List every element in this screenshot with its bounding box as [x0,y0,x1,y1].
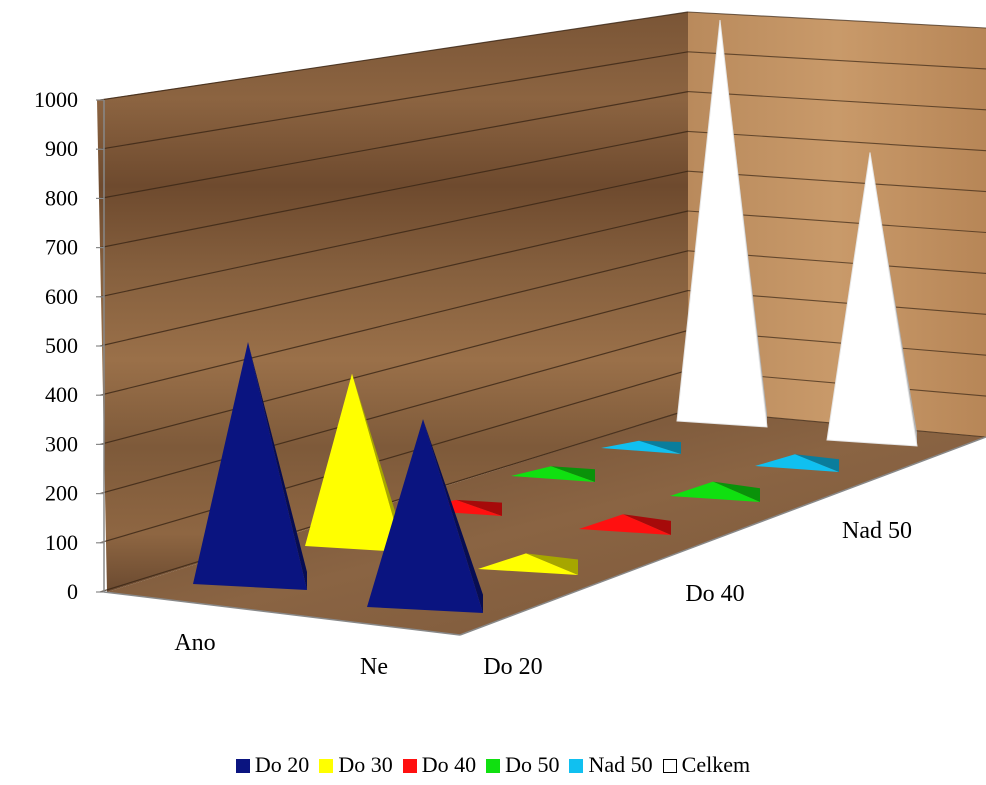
pyramid-front-face [755,454,839,472]
pyramid-do-30-ano [305,373,403,552]
y-tick-label-1: 100 [45,530,78,555]
pyramid-front-face [601,440,681,454]
x-category-label-0: Ano [174,630,215,656]
pyramid-front-face [511,466,595,482]
gridline-9 [99,51,689,150]
y-tick-label-9: 900 [45,136,78,161]
pyramid-front-face [414,499,502,516]
pyramid-front-face [670,481,760,502]
legend-label-0: Do 20 [254,752,310,777]
legend-item-2: Do 40 [402,752,477,778]
side-gridline-9 [687,51,986,70]
side-gridline-10 [687,11,986,29]
legend-item-4: Nad 50 [569,752,653,778]
chart-marks [193,19,918,613]
pyramid-front-face [826,152,918,447]
gridline-6 [99,170,689,298]
pyramid-front-face [579,514,671,535]
legend-label-4: Nad 50 [588,752,653,777]
pyramid-celkem-ano [676,19,768,428]
legend-label-5: Celkem [681,752,751,777]
pyramid-do-40-ne [579,514,671,535]
pyramid-side-face [713,481,760,502]
y-tick-label-7: 700 [45,235,78,260]
depth-label-0: Do 20 [483,654,542,680]
legend-swatch-5 [662,759,677,773]
legend-item-1: Do 30 [319,752,393,778]
legend-swatch-4 [569,759,584,773]
pyramid-front-face [193,342,307,590]
pyramid-side-face [456,499,502,516]
gridline-0 [99,409,689,593]
gridline-1 [99,369,689,544]
gridline-10 [99,11,689,101]
pyramid-nad-50-ne [755,454,839,472]
depth-axis-line [459,436,986,636]
pyramid-do-40-ano [414,499,502,516]
gridline-4 [99,250,689,396]
pyramid-celkem-ne [826,152,918,447]
depth-label-1: Do 40 [685,581,744,607]
y-tick-label-5: 500 [45,333,78,358]
gridline-3 [99,290,689,445]
y-axis-ticks: 0 100 200 300 400 500 600 700 800 900 1000 [34,87,104,604]
chart-legend: Do 20 Do 30 Do 40 Do 50 Nad 50 Celkem [0,752,986,780]
y-tick-label-2: 200 [45,481,78,506]
legend-item-5: Celkem [662,752,751,778]
pyramid-front-face [676,19,768,428]
pyramid-do-20-ne [367,419,483,613]
pyramid-do-50-ano [511,466,595,482]
pyramid-do-30-ne [478,553,578,575]
pyramid-do-50-ne [670,481,760,502]
pyramid-front-face [367,419,483,613]
category-labels: Ano Ne Do 20 Do 40 Nad 50 [174,518,912,680]
legend-item-3: Do 50 [486,752,559,778]
gridline-7 [99,130,689,249]
gridline-8 [99,91,689,199]
gridline-5 [99,210,689,347]
side-gridline-8 [687,91,986,111]
legend-label-1: Do 30 [338,752,393,777]
gridline-2 [99,329,689,495]
legend-swatch-2 [402,759,417,773]
legend-label-2: Do 40 [421,752,477,777]
legend-swatch-0 [235,759,250,773]
y-tick-label-8: 800 [45,185,78,210]
legend-item-0: Do 20 [235,752,310,778]
y-tick-label-4: 400 [45,382,78,407]
side-wall [688,12,986,437]
y-tick-label-6: 600 [45,284,78,309]
pyramid-do-20-ano [193,342,307,590]
y-tick-label-10: 1000 [34,87,78,112]
legend-swatch-1 [319,759,334,773]
depth-label-2: Nad 50 [842,518,912,544]
pyramid-side-face [352,373,403,552]
legend-swatch-3 [486,759,501,773]
pyramid-front-face [478,553,578,575]
legend-label-3: Do 50 [505,752,560,777]
side-gridline-7 [687,130,986,152]
pyramid-side-face [623,514,671,535]
y-tick-label-0: 0 [67,579,78,604]
pyramid-front-face [305,373,403,552]
y-tick-label-3: 300 [45,431,78,456]
pyramid-nad-50-ano [601,440,681,454]
x-axis-line [103,591,461,636]
x-category-label-1: Ne [360,654,388,680]
